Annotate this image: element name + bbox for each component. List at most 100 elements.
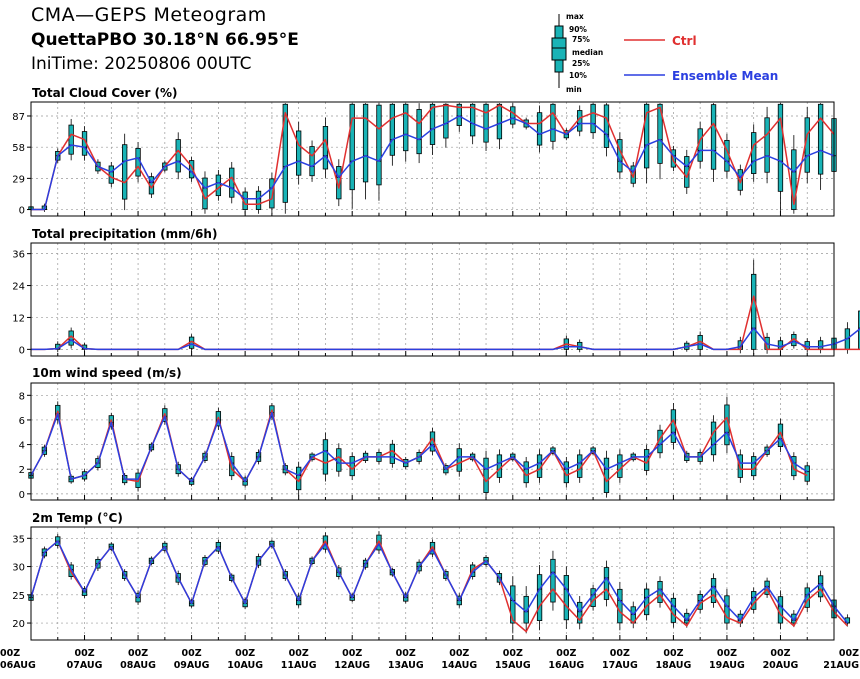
box-body xyxy=(817,340,824,350)
box-body xyxy=(322,439,329,475)
ctrl-series-line xyxy=(30,409,808,483)
box-body xyxy=(737,169,743,191)
legend-p90: 90% xyxy=(569,25,587,34)
x-tick-label-date: 08AUG xyxy=(120,660,156,671)
box-body xyxy=(269,178,275,209)
x-tick-label-date: 21AUG xyxy=(823,660,859,671)
x-tick-label-time: 00Z xyxy=(610,648,630,659)
box-body xyxy=(590,103,596,134)
ensemble-box xyxy=(617,449,623,483)
box-body xyxy=(617,139,623,173)
meteogram-title: CMA—GEPS Meteogram xyxy=(31,4,267,26)
x-tick-label-date: 14AUG xyxy=(441,660,477,671)
y-tick-label: 4 xyxy=(19,441,25,452)
y-tick-label: 36 xyxy=(12,250,25,261)
legend-p25: 25% xyxy=(572,59,590,68)
ensemble-box xyxy=(389,103,396,166)
box-body xyxy=(804,465,810,482)
ensemble-box xyxy=(751,124,757,182)
x-tick-label-date: 20AUG xyxy=(763,660,799,671)
ensemble-box xyxy=(269,172,275,214)
legend-min: min xyxy=(566,85,582,94)
ensemble-box xyxy=(309,140,315,182)
x-tick-label-time: 00Z xyxy=(839,648,859,659)
x-tick-label-time: 00Z xyxy=(717,648,737,659)
ensemble-box xyxy=(550,103,556,150)
box-body xyxy=(791,149,797,210)
box-body xyxy=(108,165,114,184)
panel-title-cloud: Total Cloud Cover (%) xyxy=(32,86,178,100)
panel-title-precip: Total precipitation (mm/6h) xyxy=(32,227,218,241)
box-body xyxy=(724,595,730,624)
ensemble-box xyxy=(710,415,717,462)
box-body xyxy=(550,558,556,603)
y-tick-label: 58 xyxy=(12,143,25,154)
box-body xyxy=(496,103,503,140)
box-body xyxy=(416,109,422,155)
x-tick-label-date: 07AUG xyxy=(67,660,103,671)
ensemble-box xyxy=(510,576,516,633)
box-body xyxy=(670,597,677,623)
ensemble-box xyxy=(536,564,543,631)
x-tick-label-time: 00Z xyxy=(342,648,362,659)
box-legend-key xyxy=(551,14,567,88)
y-tick-label: 20 xyxy=(12,619,25,630)
x-tick-label-date: 12AUG xyxy=(334,660,370,671)
box-body xyxy=(68,124,74,155)
panel-title-wind: 10m wind speed (m/s) xyxy=(32,366,182,380)
ensemble-box xyxy=(643,583,650,621)
box-body xyxy=(510,106,516,125)
x-tick-label-date: 17AUG xyxy=(602,660,638,671)
box-body xyxy=(255,190,262,210)
ensemble-box xyxy=(296,121,302,185)
box-body xyxy=(349,456,355,477)
x-tick-label-date: 19AUG xyxy=(709,660,745,671)
x-tick-label-time: 00Z xyxy=(449,648,469,659)
x-tick-label-date: 16AUG xyxy=(548,660,584,671)
box-body xyxy=(536,574,543,622)
ensemble-box xyxy=(577,596,583,630)
box-body xyxy=(791,456,797,477)
box-body xyxy=(443,103,449,139)
box-body xyxy=(336,448,342,472)
y-tick-label: 8 xyxy=(19,391,25,402)
box-body xyxy=(309,146,315,177)
box-body xyxy=(550,103,556,142)
box-body xyxy=(122,144,128,200)
ensemble-box xyxy=(804,461,810,486)
ensemble-box xyxy=(791,452,797,481)
ensemble-box xyxy=(603,450,610,498)
x-tick-label-time: 00Z xyxy=(663,648,683,659)
ensemble-box xyxy=(175,132,181,180)
panel-title-temp: 2m Temp (°C) xyxy=(32,511,123,525)
x-tick-label-time: 00Z xyxy=(289,648,309,659)
box-body xyxy=(710,421,717,456)
ensemble-box xyxy=(122,133,128,211)
ctrl-series-line xyxy=(31,295,860,351)
y-tick-label: 87 xyxy=(12,112,25,123)
mean-series-line xyxy=(30,540,848,624)
ensemble-box xyxy=(215,169,222,201)
y-tick-label: 6 xyxy=(19,416,25,427)
ensemble-box xyxy=(108,161,114,188)
init-time: IniTime: 20250806 00UTC xyxy=(31,54,252,74)
panel-wind: 0 2 4 6 8 xyxy=(19,382,835,501)
box-body xyxy=(403,103,409,152)
x-tick-label-date: 13AUG xyxy=(388,660,424,671)
ensemble-box xyxy=(603,103,610,157)
legend: max 90% 75% median 25% 10% min Ctrl Ense… xyxy=(551,12,778,94)
y-tick-label: 12 xyxy=(12,313,25,324)
ensemble-box xyxy=(603,560,610,607)
ensemble-box xyxy=(724,588,730,630)
ensemble-box xyxy=(255,186,262,214)
x-tick-label-date: 06AUG xyxy=(0,660,36,671)
box-body xyxy=(510,585,516,624)
ensemble-box xyxy=(590,103,596,139)
box-body xyxy=(536,112,543,146)
box-body xyxy=(617,588,623,624)
x-tick-label-time: 00Z xyxy=(503,648,523,659)
box-body xyxy=(764,117,770,173)
ensemble-box xyxy=(376,103,382,201)
mean-series-line xyxy=(31,115,835,211)
